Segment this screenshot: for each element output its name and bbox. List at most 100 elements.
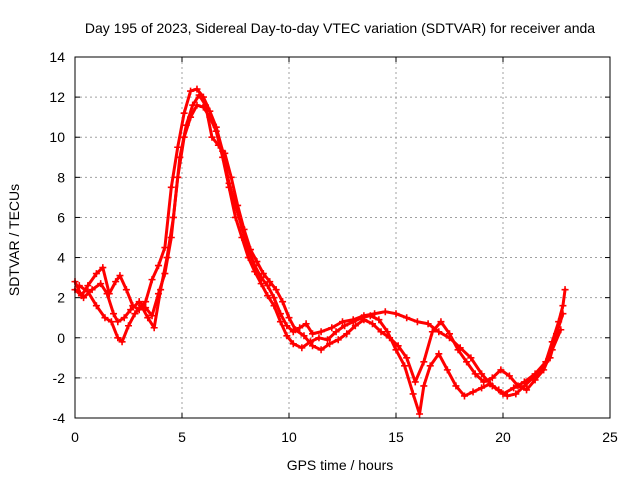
y-tick-label: 14	[49, 49, 65, 65]
data-point	[214, 141, 222, 149]
data-point	[148, 276, 156, 284]
axis-ticks: 0 5 10 15 20 25 -4 -2 0 2 4 6 8 10 12 14	[49, 49, 618, 445]
data-point	[251, 268, 259, 276]
data-point	[276, 318, 284, 326]
chart-title: Day 195 of 2023, Sidereal Day-to-day VTE…	[85, 20, 595, 36]
data-point	[377, 328, 385, 336]
data-point	[540, 366, 548, 374]
data-point	[446, 330, 453, 338]
data-point	[246, 246, 254, 254]
data-point	[420, 358, 428, 366]
data-point	[202, 101, 210, 109]
data-point	[103, 290, 111, 298]
data-point	[332, 328, 340, 336]
data-point	[495, 386, 503, 394]
data-point	[125, 322, 132, 330]
data-point	[392, 346, 400, 354]
data-point	[488, 374, 496, 382]
data-point	[360, 316, 368, 324]
data-point	[150, 324, 158, 332]
data-point	[298, 344, 306, 352]
data-point	[101, 314, 109, 322]
data-point	[394, 342, 402, 350]
data-point	[368, 320, 376, 328]
data-point	[460, 392, 468, 400]
data-point	[285, 314, 293, 322]
data-point	[420, 382, 428, 390]
y-tick-label: -2	[53, 370, 66, 386]
data-point	[401, 362, 409, 370]
data-point	[349, 318, 357, 326]
data-point	[169, 213, 177, 221]
data-point	[478, 370, 486, 378]
data-point	[257, 280, 265, 288]
data-point	[411, 378, 419, 386]
data-point	[112, 278, 120, 286]
data-point	[383, 328, 391, 336]
data-point	[135, 298, 143, 306]
data-point	[107, 318, 115, 326]
data-point	[116, 272, 124, 280]
data-point	[469, 388, 477, 396]
x-tick-label: 25	[602, 429, 618, 445]
series-line	[77, 93, 563, 392]
data-point	[176, 153, 184, 161]
data-point	[167, 183, 175, 191]
data-point	[99, 264, 107, 272]
data-point	[137, 302, 145, 310]
data-point	[452, 382, 460, 390]
y-tick-label: 10	[49, 129, 65, 145]
data-point	[244, 254, 252, 262]
data-point	[497, 366, 505, 374]
data-point	[240, 225, 248, 233]
x-tick-label: 10	[281, 429, 297, 445]
data-point	[131, 310, 139, 318]
data-point	[454, 346, 462, 354]
data-point	[163, 254, 171, 262]
series-group	[71, 101, 567, 418]
data-point	[127, 306, 135, 314]
x-axis-label: GPS time / hours	[287, 457, 394, 473]
y-tick-label: 6	[57, 209, 65, 225]
data-point	[548, 346, 556, 354]
data-point	[208, 133, 216, 141]
data-point	[478, 384, 486, 392]
data-point	[309, 342, 317, 350]
data-point	[371, 310, 379, 318]
data-point	[463, 358, 471, 366]
data-point	[505, 372, 513, 380]
data-point	[84, 282, 92, 290]
plot-frame	[74, 56, 611, 419]
data-point	[435, 328, 443, 336]
plot-series	[71, 85, 569, 418]
data-point	[221, 149, 229, 157]
data-point	[195, 91, 203, 99]
data-point	[559, 302, 567, 310]
data-point	[334, 336, 342, 344]
data-point	[88, 286, 96, 294]
data-point	[92, 302, 100, 310]
data-point	[97, 280, 105, 288]
data-point	[296, 324, 304, 332]
data-point	[486, 380, 494, 388]
data-point	[381, 308, 389, 316]
data-point	[289, 340, 297, 348]
x-tick-label: 15	[388, 429, 404, 445]
data-point	[343, 330, 351, 338]
data-point	[225, 183, 233, 191]
data-point	[227, 173, 235, 181]
data-point	[559, 310, 567, 318]
data-point	[253, 258, 261, 266]
data-point	[392, 310, 400, 318]
data-point	[270, 302, 278, 310]
y-tick-label: 0	[57, 330, 65, 346]
data-point	[386, 334, 394, 342]
data-point	[238, 234, 246, 241]
x-tick-label: 5	[178, 429, 186, 445]
data-point	[122, 286, 130, 294]
data-point	[187, 87, 195, 95]
data-point	[80, 294, 88, 302]
data-point	[264, 282, 272, 290]
data-point	[193, 85, 201, 93]
